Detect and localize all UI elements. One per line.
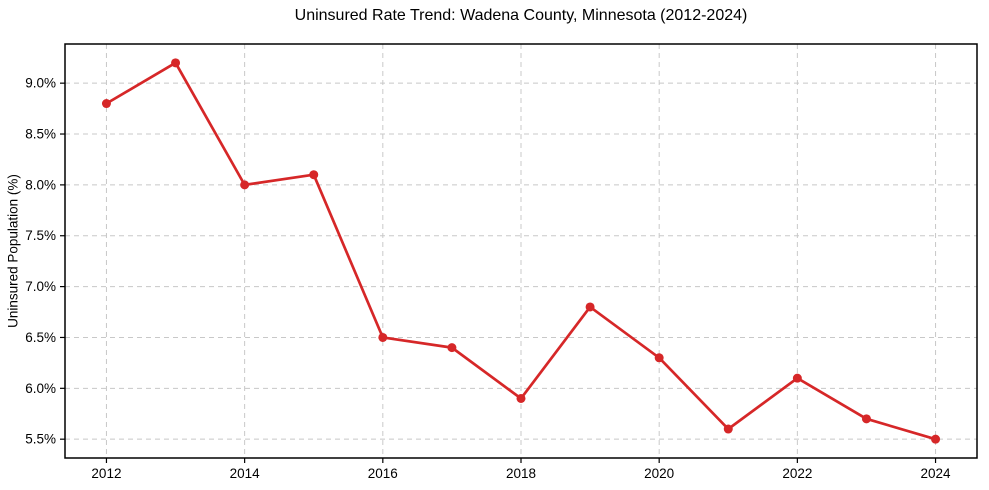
data-point-2016 <box>378 332 388 342</box>
plot-border <box>64 43 978 459</box>
y-tick-label: 9.0% <box>25 76 56 91</box>
data-point-2020 <box>654 353 664 363</box>
data-point-2022 <box>792 373 802 383</box>
data-point-2014 <box>240 180 250 190</box>
data-point-2021 <box>723 424 733 434</box>
x-tick-label: 2016 <box>368 466 398 481</box>
x-tick-label: 2024 <box>921 466 952 481</box>
data-point-2018 <box>516 393 526 403</box>
y-tick-label: 5.5% <box>25 432 56 447</box>
data-point-2015 <box>309 170 319 180</box>
x-tick-label: 2018 <box>506 466 536 481</box>
y-tick-label: 6.5% <box>25 330 56 345</box>
x-tick-label: 2020 <box>644 466 674 481</box>
y-tick-label: 7.0% <box>25 279 56 294</box>
data-point-2017 <box>447 343 457 353</box>
x-tick-label: 2014 <box>230 466 261 481</box>
y-tick-label: 6.0% <box>25 381 56 396</box>
data-point-2013 <box>171 58 181 68</box>
y-tick-label: 7.5% <box>25 228 56 243</box>
y-tick-label: 8.0% <box>25 177 56 192</box>
data-point-2023 <box>861 414 871 424</box>
x-tick-label: 2022 <box>782 466 812 481</box>
data-point-2019 <box>585 302 595 312</box>
y-tick-label: 8.5% <box>25 127 56 142</box>
chart-title: Uninsured Rate Trend: Wadena County, Min… <box>294 7 748 24</box>
x-tick-label: 2012 <box>91 466 121 481</box>
data-point-2012 <box>101 99 111 109</box>
data-point-2024 <box>931 434 941 444</box>
